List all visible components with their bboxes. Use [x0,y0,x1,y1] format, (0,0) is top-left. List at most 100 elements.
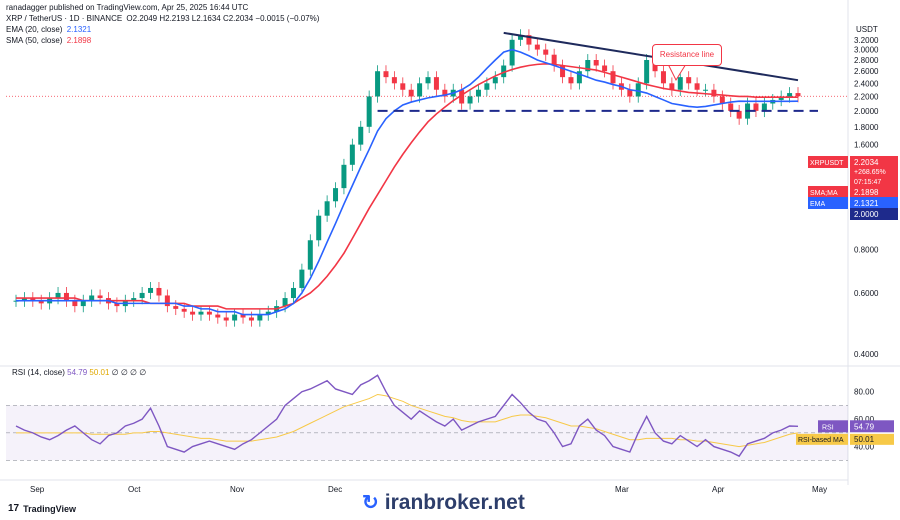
candle-body [627,89,633,97]
candle-body [198,311,204,315]
candle-body [753,103,759,111]
price-tick-label: 3.2000 [854,36,879,45]
price-tick-label: 2.4000 [854,79,879,88]
candle-body [80,300,86,307]
candle-body [341,164,347,189]
ema-tag-label: EMA [810,201,826,208]
candle-body [703,89,709,91]
candle-body [164,295,170,307]
price-axis-bg [848,0,900,520]
candle-body [677,77,683,90]
sma-legend-value: 2.1898 [66,36,92,45]
candle-body [282,298,288,307]
rsi-tick-label: 40.00 [854,443,875,452]
candle-body [484,83,490,90]
candle-body [358,126,364,145]
candle-body [408,89,414,97]
time-tick-label: Sep [30,485,45,494]
candle-body [568,77,574,84]
chart-trend-icon: ↻ [362,492,379,514]
candle-body [97,295,103,299]
candle-body [585,60,591,72]
candle-body [736,110,742,119]
sma-tag-value: 2.1898 [854,188,879,197]
candle-body [63,292,69,301]
sma-legend[interactable]: SMA (50, close) 2.1898 [6,36,93,45]
candle-body [526,35,532,45]
candle-body [299,269,305,288]
candle-body [173,306,179,309]
rsi-legend[interactable]: RSI (14, close) 54.79 50.01 ∅ ∅ ∅ ∅ [12,368,146,377]
ema-tag-value: 2.1321 [854,199,879,208]
candle-body [366,96,372,127]
time-tick-label: May [812,485,827,494]
resistance-callout: Resistance line [652,44,722,66]
xrp-time-label: 07:15:47 [854,179,881,186]
candle-body [181,308,187,312]
price-tick-label: 0.4000 [854,350,879,359]
tradingview-brand-label: TradingView [23,503,76,514]
candle-body [148,287,154,293]
candle-body [425,77,431,84]
rsi-tag-label: RSI [822,424,834,431]
price-tick-label: 0.8000 [854,245,879,254]
symbol-label: XRP / TetherUS · 1D · BINANCE [6,14,123,23]
candle-body [543,49,549,55]
price-tick-label: 1.6000 [854,141,879,150]
time-tick-label: Mar [615,485,629,494]
price-tick-label: 0.6000 [854,289,879,298]
time-tick-label: Nov [230,485,244,494]
rsi-tick-label: 60.00 [854,415,875,424]
level-tag-value: 2.0000 [854,210,879,219]
candle-body [240,314,246,318]
rsi-ma-tag-label-bg [796,433,848,445]
ema-legend[interactable]: EMA (20, close) 2.1321 [6,25,93,34]
xrp-price-tag-value-bg [850,156,898,186]
candle-body [518,35,524,40]
sma-50-line [16,63,799,310]
candle-body [324,201,330,216]
price-tick-label: 3.0000 [854,46,879,55]
candle-body [433,77,439,90]
rsi-tag-value-bg [850,420,894,433]
candle-body [215,314,221,318]
xrp-price-tag-label-bg [808,156,848,168]
candle-body [576,71,582,84]
candle-body [442,89,448,97]
candle-body [593,60,599,66]
candle-body [728,103,734,111]
price-tick-label: 2.0000 [854,107,879,116]
ema-tag-label-bg [808,197,848,209]
ema-tag-value-bg [850,197,898,209]
rsi-legend-value: 54.79 [67,368,88,377]
level-tag-bg [850,208,898,220]
symbol-row: XRP / TetherUS · 1D · BINANCE O2.2049 H2… [6,14,321,23]
sma-tag-label: SMA;MA [810,190,838,197]
tradingview-logo-icon: 17 [8,503,20,514]
sma-legend-label: SMA (50, close) [6,36,63,45]
candle-body [417,83,423,97]
callout-pointer [667,63,687,82]
time-tick-label: Apr [712,485,725,494]
time-tick-label: Dec [328,485,342,494]
tradingview-brand[interactable]: 17 TradingView [8,503,76,514]
candle-body [475,89,481,97]
published-note: ranadagger published on TradingView.com,… [6,3,249,12]
candle-body [795,93,801,97]
candle-body [686,77,692,84]
candle-body [190,311,196,315]
rsi-tag-value: 54.79 [854,422,875,431]
candle-body [467,96,473,104]
candle-body [206,311,212,315]
candle-body [560,65,566,78]
candle-body [72,300,78,307]
sma-tag-label-bg [808,186,848,198]
candle-body [551,54,557,66]
candle-body [223,317,229,321]
rsi-ma-tag-value-bg [850,433,894,445]
candle-body [635,83,641,97]
rsi-tick-label: 80.00 [854,388,875,397]
ema-legend-label: EMA (20, close) [6,25,63,34]
candle-body [761,103,767,111]
